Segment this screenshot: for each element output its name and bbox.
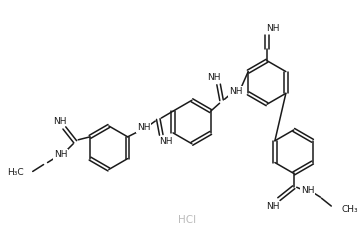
Text: HCl: HCl [178,215,196,225]
Text: NH: NH [53,117,66,125]
Text: NH: NH [54,150,67,159]
Text: NH: NH [301,186,314,195]
Text: NH: NH [207,73,220,82]
Text: H₃C: H₃C [7,168,24,177]
Text: NH: NH [266,24,280,32]
Text: NH: NH [266,201,280,211]
Text: CH₃: CH₃ [341,204,358,214]
Text: NH: NH [159,137,173,146]
Text: NH: NH [137,123,150,132]
Text: NH: NH [229,87,242,96]
